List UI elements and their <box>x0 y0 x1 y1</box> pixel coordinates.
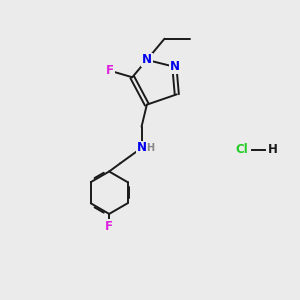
Text: H: H <box>268 143 278 157</box>
Text: N: N <box>142 53 152 66</box>
Text: N: N <box>136 141 146 154</box>
Text: Cl: Cl <box>235 143 248 157</box>
Text: N: N <box>169 60 179 73</box>
Text: F: F <box>106 64 114 77</box>
Text: F: F <box>105 220 113 233</box>
Text: H: H <box>146 143 154 153</box>
